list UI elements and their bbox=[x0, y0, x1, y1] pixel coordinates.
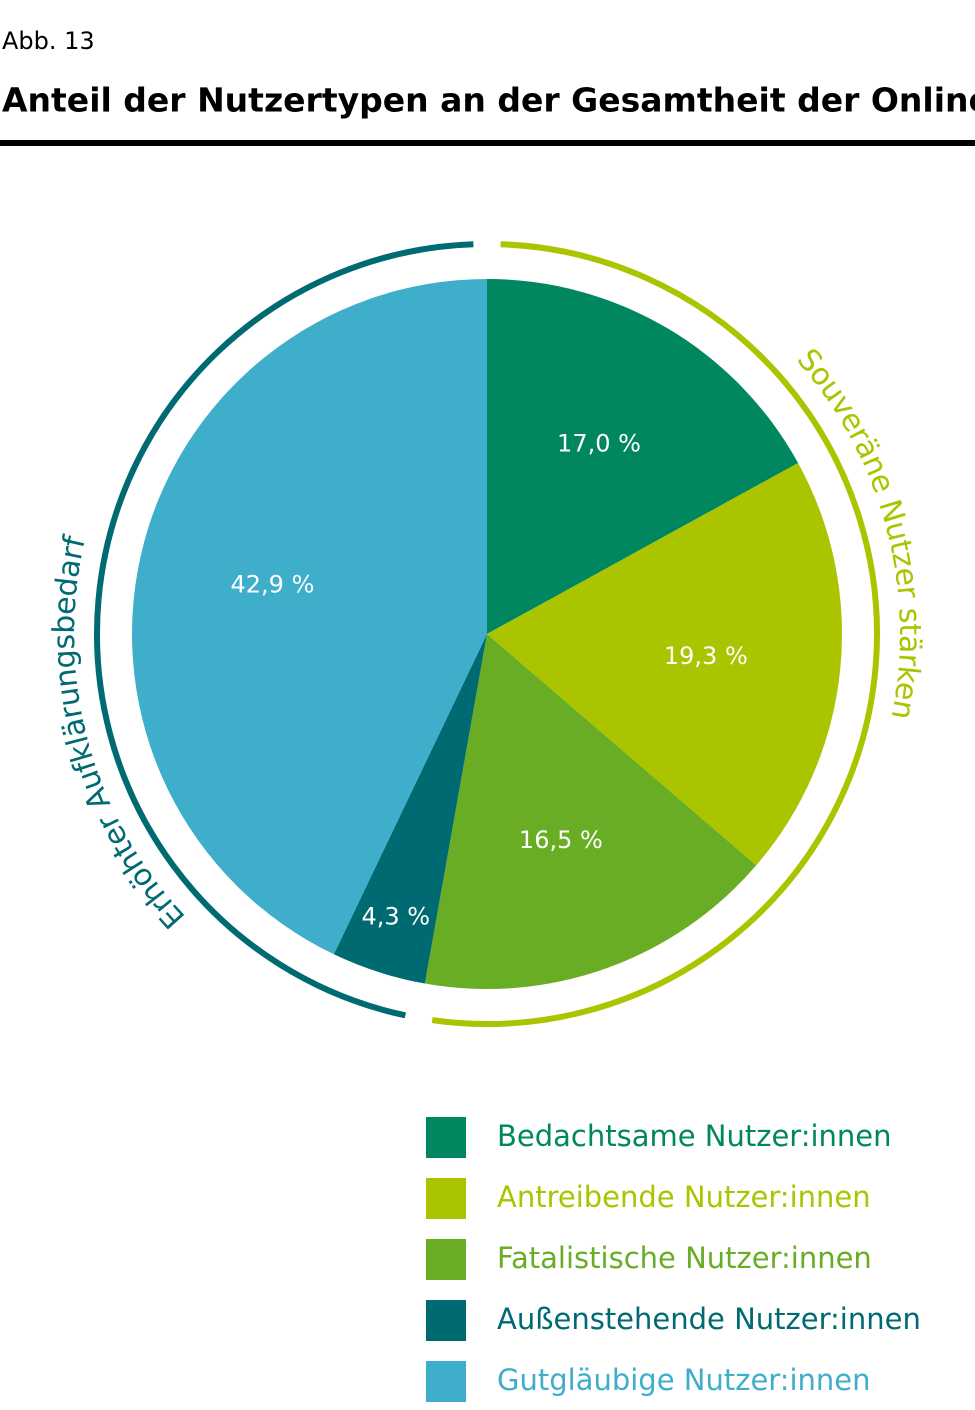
legend-label: Bedachtsame Nutzer:innen bbox=[497, 1119, 892, 1153]
legend-label: Antreibende Nutzer:innen bbox=[497, 1180, 871, 1214]
value-label: 16,5 % bbox=[519, 826, 603, 854]
group-arc bbox=[431, 241, 880, 1027]
value-label: 17,0 % bbox=[557, 430, 641, 458]
value-label: 42,9 % bbox=[231, 570, 315, 598]
pie-slice bbox=[333, 634, 487, 984]
title-rule bbox=[0, 140, 975, 146]
legend-swatch bbox=[426, 1178, 466, 1219]
legend-label: Gutgläubige Nutzer:innen bbox=[497, 1363, 871, 1397]
legend-swatch bbox=[426, 1361, 466, 1402]
value-label: 19,3 % bbox=[664, 642, 748, 670]
value-label: 4,3 % bbox=[361, 903, 430, 931]
legend-label: Außenstehende Nutzer:innen bbox=[497, 1302, 921, 1336]
pie-slice bbox=[132, 279, 487, 955]
pie-slice bbox=[487, 462, 842, 866]
pie-slice bbox=[424, 634, 757, 989]
legend-swatch bbox=[426, 1239, 466, 1280]
legend-swatch bbox=[426, 1117, 466, 1158]
chart-title: Anteil der Nutzertypen an der Gesamtheit… bbox=[2, 81, 975, 120]
legend-swatch bbox=[426, 1300, 466, 1341]
pie-slice bbox=[487, 279, 799, 634]
figure-label: Abb. 13 bbox=[2, 27, 95, 55]
legend-label: Fatalistische Nutzer:innen bbox=[497, 1241, 872, 1275]
group-arc bbox=[94, 241, 474, 1019]
